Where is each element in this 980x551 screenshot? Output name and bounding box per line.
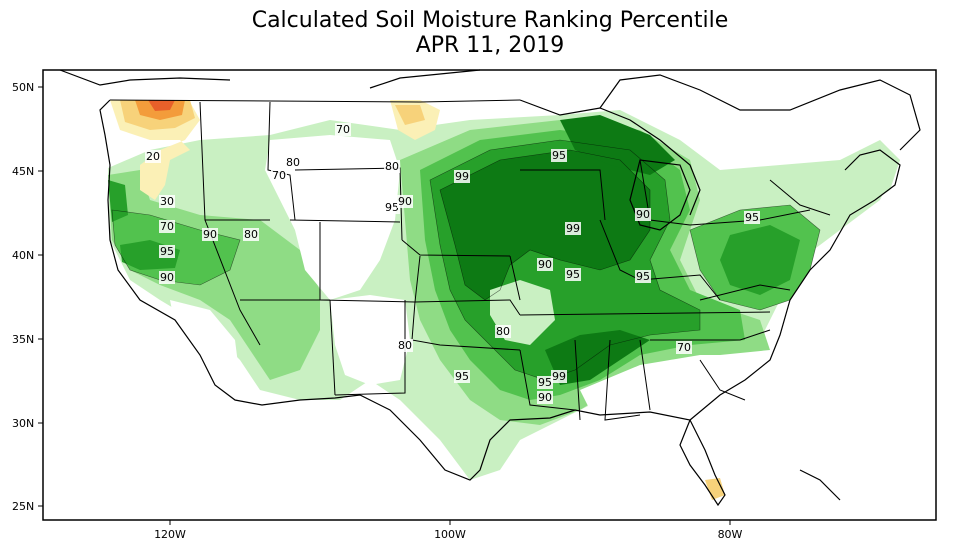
contour-label: 95 <box>566 268 580 281</box>
contour-label-background <box>159 271 175 284</box>
lat-label-45n: 45N <box>12 165 34 178</box>
contour-label: 80 <box>496 325 510 338</box>
contour-label: 99 <box>566 222 580 235</box>
lon-label-80w: 80W <box>718 528 743 541</box>
contour-label-background <box>551 149 567 162</box>
fill-20-mt <box>395 105 425 125</box>
contour-label-background <box>145 150 161 163</box>
contour-label: 90 <box>538 391 552 404</box>
fill-white-mt-wy <box>265 135 400 300</box>
map-date: APR 11, 2019 <box>415 33 565 58</box>
fill-70-new-england <box>830 150 900 215</box>
contour-label-background <box>397 339 413 352</box>
contour-label-background <box>384 201 400 214</box>
lon-label-120w: 120W <box>154 528 186 541</box>
contour-label: 90 <box>203 228 217 241</box>
contour-label-background <box>285 156 301 169</box>
contour-label: 70 <box>336 123 350 136</box>
contour-label: 90 <box>636 208 650 221</box>
fill-white-ca-s <box>170 300 240 395</box>
contour-label-background <box>454 170 470 183</box>
contour-label: 95 <box>538 376 552 389</box>
contour-label-background <box>495 325 511 338</box>
contour-label: 99 <box>552 370 566 383</box>
contour-label-background <box>397 195 413 208</box>
fill-30-fl <box>705 478 725 500</box>
lat-label-30n: 30N <box>12 417 34 430</box>
contour-label: 30 <box>160 195 174 208</box>
contour-label-background <box>676 341 692 354</box>
contour-label: 95 <box>745 211 759 224</box>
contour-label: 95 <box>385 201 399 214</box>
map-title: Calculated Soil Moisture Ranking Percent… <box>251 8 729 33</box>
state-boundaries <box>109 99 831 421</box>
latitude-labels: 50N 45N 40N 35N 30N 25N <box>12 81 34 513</box>
fill-95-east <box>720 225 800 295</box>
contour-label-background <box>635 208 651 221</box>
coastline <box>59 69 921 507</box>
contour-label-background <box>537 258 553 271</box>
contour-label: 80 <box>385 160 399 173</box>
contour-label-background <box>159 195 175 208</box>
contour-label: 90 <box>538 258 552 271</box>
contour-label: 70 <box>677 341 691 354</box>
contour-label-background <box>537 376 553 389</box>
contour-label: 80 <box>398 339 412 352</box>
contour-label-background <box>384 160 400 173</box>
contour-label-background <box>271 169 287 182</box>
contour-label-background <box>202 228 218 241</box>
lat-label-50n: 50N <box>12 81 34 94</box>
lat-label-40n: 40N <box>12 249 34 262</box>
contour-label-background <box>551 370 567 383</box>
fill-5-nw <box>148 100 175 111</box>
lat-label-35n: 35N <box>12 333 34 346</box>
fill-99-central <box>440 150 650 300</box>
contour-label: 20 <box>146 150 160 163</box>
fill-99-north <box>560 115 675 175</box>
contour-label-background <box>537 391 553 404</box>
contour-label: 90 <box>398 195 412 208</box>
lon-label-100w: 100W <box>434 528 466 541</box>
contour-label: 80 <box>244 228 258 241</box>
fill-white-se <box>580 355 740 450</box>
contour-label: 90 <box>160 271 174 284</box>
contour-label-background <box>565 222 581 235</box>
longitude-labels: 120W 100W 80W <box>154 528 742 541</box>
lat-label-25n: 25N <box>12 500 34 513</box>
contour-label: 99 <box>455 170 469 183</box>
contour-label: 70 <box>272 169 286 182</box>
contour-label: 95 <box>636 270 650 283</box>
contour-label-background <box>635 270 651 283</box>
contour-label-background <box>335 123 351 136</box>
fill-white-co-nm <box>330 295 410 385</box>
contour-label-background <box>565 268 581 281</box>
latitude-ticks <box>38 86 731 525</box>
contour-label-background <box>159 220 175 233</box>
contour-value-labels: 70 20 80 70 30 70 90 80 95 90 80 95 90 9… <box>145 123 760 404</box>
contour-label-background <box>454 370 470 383</box>
contour-label-background <box>744 211 760 224</box>
contour-label: 70 <box>160 220 174 233</box>
contour-label-background <box>159 245 175 258</box>
contour-label-background <box>243 228 259 241</box>
contour-label: 95 <box>552 149 566 162</box>
contour-label: 95 <box>455 370 469 383</box>
contour-label: 80 <box>286 156 300 169</box>
contour-label: 95 <box>160 245 174 258</box>
